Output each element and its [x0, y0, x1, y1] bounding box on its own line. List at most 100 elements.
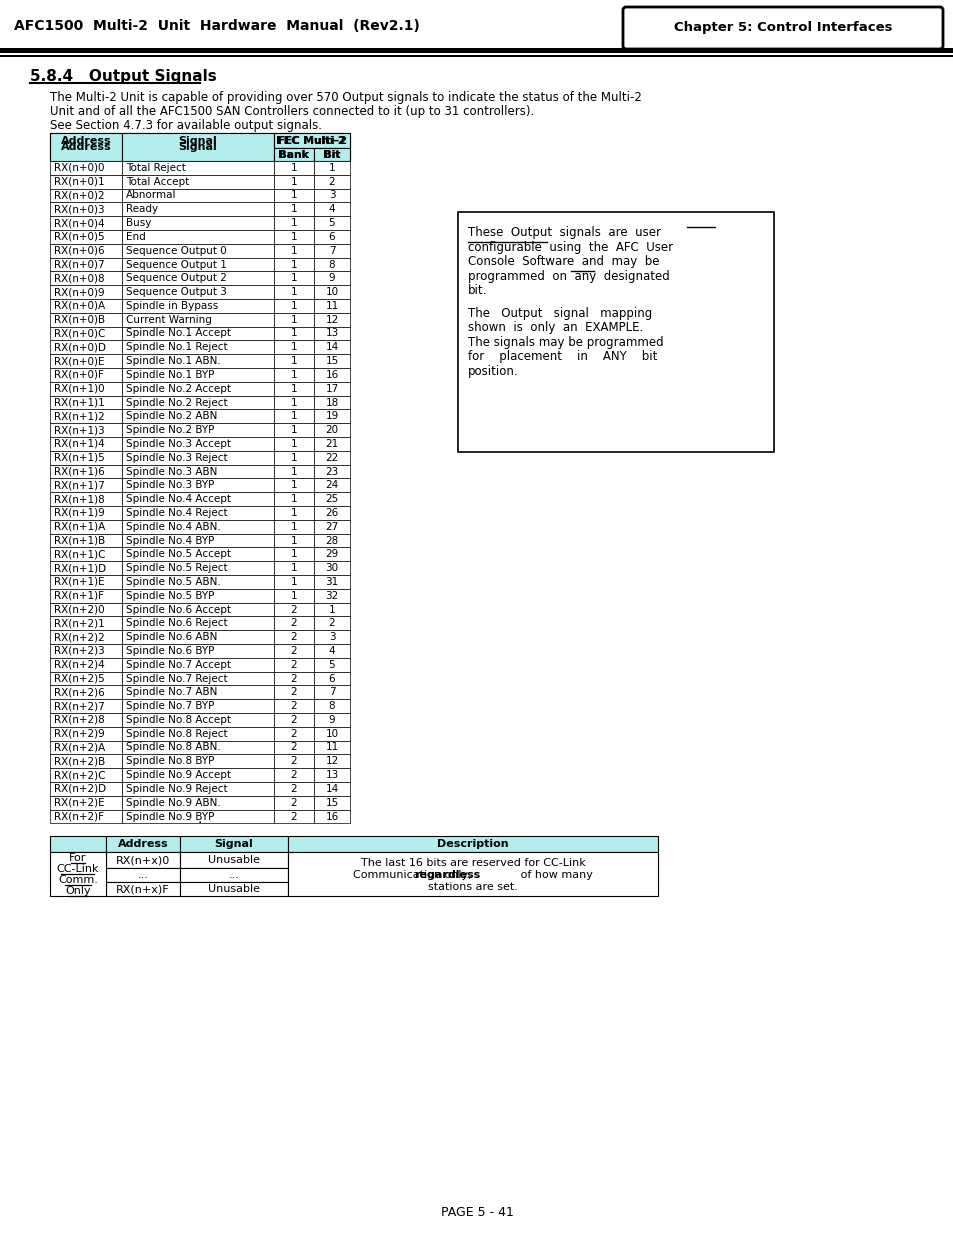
Text: Spindle No.3 Reject: Spindle No.3 Reject	[126, 453, 228, 463]
Text: position.: position.	[468, 364, 518, 378]
Text: 2: 2	[291, 811, 297, 821]
Text: RX(n+1)C: RX(n+1)C	[54, 550, 106, 559]
Text: 4: 4	[329, 646, 335, 656]
Bar	[274, 258, 314, 272]
Text: 2: 2	[291, 659, 297, 669]
Bar	[274, 409, 314, 424]
Text: Sequence Output 3: Sequence Output 3	[126, 287, 227, 298]
Bar	[122, 755, 274, 768]
Bar	[274, 299, 314, 312]
Bar	[314, 603, 350, 616]
Bar	[274, 175, 314, 189]
Text: 7: 7	[329, 688, 335, 698]
Text: 1: 1	[291, 370, 297, 380]
Text: Address: Address	[117, 840, 168, 850]
Text: 29: 29	[325, 550, 338, 559]
Bar	[314, 493, 350, 506]
Text: Spindle No.1 Reject: Spindle No.1 Reject	[126, 342, 228, 352]
Bar	[288, 836, 658, 852]
Bar	[314, 755, 350, 768]
Bar	[314, 424, 350, 437]
Text: Spindle No.6 Accept: Spindle No.6 Accept	[126, 604, 231, 615]
Bar	[50, 506, 122, 520]
Text: RX(n+0)8: RX(n+0)8	[54, 273, 105, 283]
Text: 1: 1	[291, 480, 297, 490]
Bar	[50, 451, 122, 464]
Text: 2: 2	[291, 784, 297, 794]
Text: CC-Link: CC-Link	[56, 864, 99, 874]
Bar	[122, 506, 274, 520]
Bar	[50, 175, 122, 189]
Bar	[180, 868, 288, 882]
Text: 1: 1	[291, 177, 297, 186]
Bar	[314, 230, 350, 243]
Bar	[274, 685, 314, 699]
Bar	[122, 285, 274, 299]
Text: RX(n+1)E: RX(n+1)E	[54, 577, 105, 587]
Text: Spindle No.1 BYP: Spindle No.1 BYP	[126, 370, 214, 380]
Text: 2: 2	[291, 742, 297, 752]
Bar	[274, 755, 314, 768]
Text: 32: 32	[325, 590, 338, 600]
Bar	[274, 285, 314, 299]
Text: Spindle No.7 BYP: Spindle No.7 BYP	[126, 701, 214, 711]
Bar	[50, 741, 122, 755]
Bar	[122, 493, 274, 506]
Text: 20: 20	[325, 425, 338, 435]
Text: Console  Software  and  may  be: Console Software and may be	[468, 256, 659, 268]
Text: Current Warning: Current Warning	[126, 315, 212, 325]
Text: Spindle No.9 ABN.: Spindle No.9 ABN.	[126, 798, 220, 808]
Text: RX(n+0)3: RX(n+0)3	[54, 204, 105, 215]
Text: 27: 27	[325, 521, 338, 532]
Text: RX(n+1)F: RX(n+1)F	[54, 590, 104, 600]
Bar	[314, 382, 350, 395]
Text: Signal: Signal	[214, 840, 253, 850]
Text: Spindle No.8 Accept: Spindle No.8 Accept	[126, 715, 231, 725]
Bar	[274, 203, 314, 216]
Text: 1: 1	[291, 398, 297, 408]
Bar	[274, 437, 314, 451]
Text: regardless: regardless	[414, 871, 479, 881]
Text: Spindle No.9 Accept: Spindle No.9 Accept	[126, 771, 231, 781]
Text: End: End	[126, 232, 146, 242]
Text: RX(n+1)3: RX(n+1)3	[54, 425, 105, 435]
Bar	[274, 478, 314, 493]
Bar	[122, 478, 274, 493]
Bar	[274, 189, 314, 203]
Bar	[122, 133, 274, 148]
Bar	[50, 230, 122, 243]
Text: 9: 9	[329, 715, 335, 725]
Bar	[314, 437, 350, 451]
Bar	[314, 576, 350, 589]
Text: RX(n+1)B: RX(n+1)B	[54, 536, 105, 546]
Text: 1: 1	[291, 384, 297, 394]
Text: 1: 1	[329, 604, 335, 615]
Text: PAGE 5 - 41: PAGE 5 - 41	[440, 1207, 513, 1219]
Text: Abnormal: Abnormal	[126, 190, 176, 200]
Bar	[50, 368, 122, 382]
Bar	[274, 506, 314, 520]
Text: 23: 23	[325, 467, 338, 477]
Text: 2: 2	[291, 771, 297, 781]
Bar	[274, 368, 314, 382]
Text: Unit and of all the AFC1500 SAN Controllers connected to it (up to 31 controller: Unit and of all the AFC1500 SAN Controll…	[50, 105, 534, 117]
Bar	[314, 713, 350, 727]
Text: RX(n+0)2: RX(n+0)2	[54, 190, 105, 200]
Bar	[314, 561, 350, 576]
Text: 25: 25	[325, 494, 338, 504]
Bar	[122, 547, 274, 561]
Text: 2: 2	[291, 688, 297, 698]
Text: 1: 1	[291, 219, 297, 228]
Bar	[122, 299, 274, 312]
Bar	[274, 768, 314, 782]
Text: For: For	[70, 853, 87, 863]
Text: RX(n+2)2: RX(n+2)2	[54, 632, 105, 642]
Bar	[50, 576, 122, 589]
Bar	[274, 782, 314, 795]
Bar	[314, 272, 350, 285]
Text: RX(n+1)1: RX(n+1)1	[54, 398, 105, 408]
Text: Spindle No.5 Reject: Spindle No.5 Reject	[126, 563, 228, 573]
Bar	[122, 782, 274, 795]
Text: 1: 1	[291, 329, 297, 338]
Bar	[314, 464, 350, 478]
